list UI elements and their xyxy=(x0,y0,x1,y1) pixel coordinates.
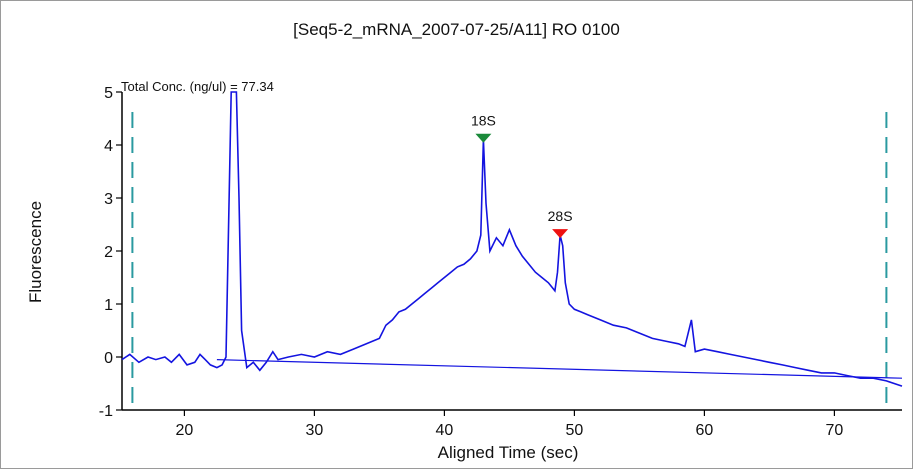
x-tick-label: 30 xyxy=(306,422,324,439)
y-tick-label: 0 xyxy=(104,350,113,367)
y-tick-label: 2 xyxy=(104,244,113,261)
x-tick-label: 50 xyxy=(566,422,584,439)
x-tick-label: 20 xyxy=(176,422,194,439)
peak-label: 28S xyxy=(548,208,573,224)
baseline xyxy=(216,359,903,379)
y-tick-label: 3 xyxy=(104,191,113,208)
peak-marker xyxy=(475,133,492,143)
x-tick-label: 60 xyxy=(696,422,714,439)
x-tick-label: 70 xyxy=(826,422,844,439)
peak-label: 18S xyxy=(471,113,496,129)
total-conc-annotation: Total Conc. (ng/ul) = 77.34 xyxy=(121,79,274,94)
y-tick-label: -1 xyxy=(99,403,113,420)
y-tick-label: 1 xyxy=(104,297,113,314)
chart-title: [Seq5-2_mRNA_2007-07-25/A11] RO 0100 xyxy=(293,20,620,39)
fluorescence-trace xyxy=(121,91,903,387)
peak-marker xyxy=(552,229,569,239)
x-axis-label: Aligned Time (sec) xyxy=(438,443,579,462)
x-tick-label: 40 xyxy=(436,422,454,439)
y-axis-label: Fluorescence xyxy=(26,201,45,303)
y-tick-label: 5 xyxy=(104,85,113,102)
y-tick-label: 4 xyxy=(104,138,113,155)
